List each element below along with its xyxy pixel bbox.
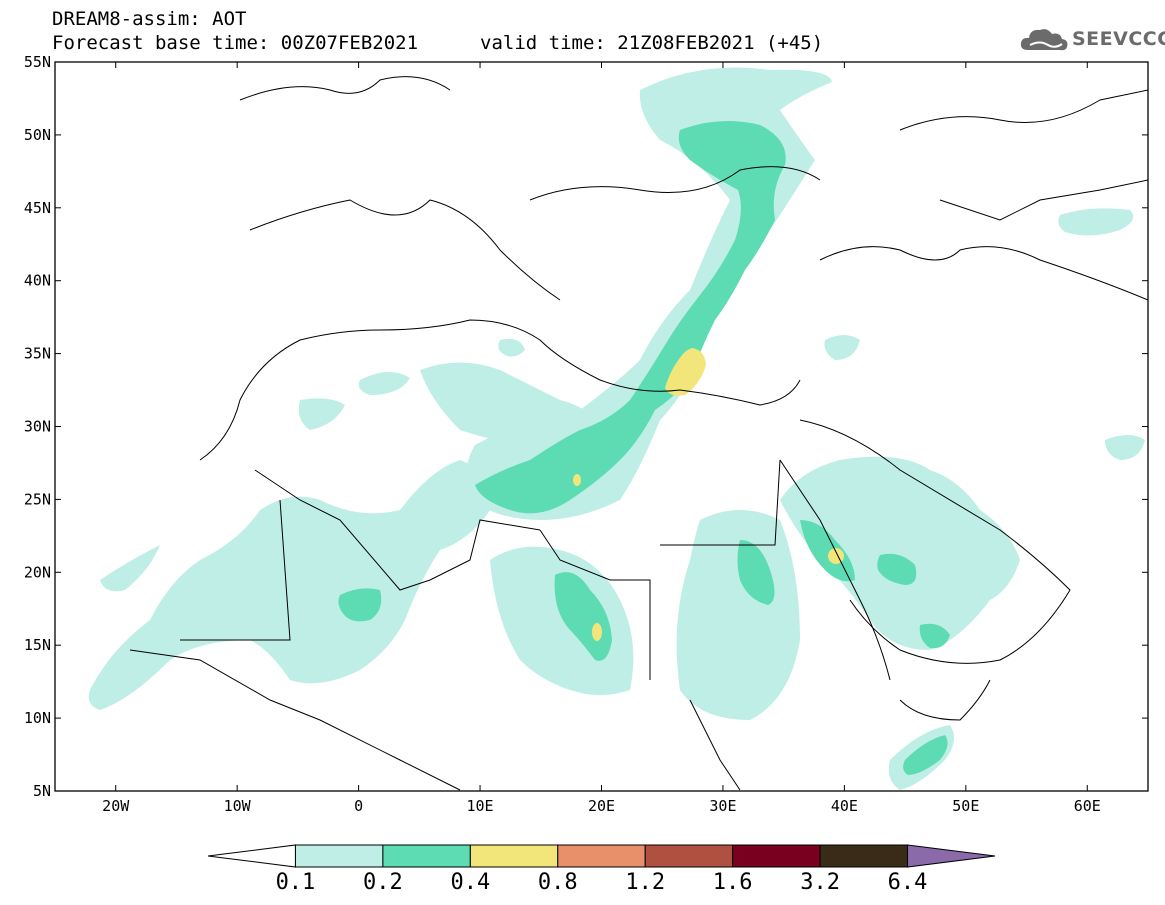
lat-label: 55N bbox=[24, 53, 51, 71]
colorbar-swatch bbox=[207, 844, 296, 868]
seevccc-logo: SEEVCCC bbox=[1018, 24, 1165, 58]
valid-time: valid time: 21Z08FEB2021 (+45) bbox=[480, 32, 824, 54]
lon-label: 0 bbox=[354, 797, 363, 815]
colorbar-label: 0.1 bbox=[276, 870, 316, 895]
colorbar-swatch bbox=[819, 844, 909, 868]
colorbar-label: 0.4 bbox=[450, 870, 490, 895]
lon-label: 10E bbox=[467, 797, 494, 815]
lon-label: 40E bbox=[831, 797, 858, 815]
colorbar-label: 1.6 bbox=[713, 870, 753, 895]
lon-label: 20E bbox=[588, 797, 615, 815]
lat-label: 25N bbox=[24, 490, 51, 508]
lon-label: 60E bbox=[1074, 797, 1101, 815]
lon-label: 10W bbox=[224, 797, 252, 815]
colorbar-swatch bbox=[469, 844, 559, 868]
aot-medium-areas bbox=[338, 121, 950, 775]
cloud-icon bbox=[1020, 29, 1068, 51]
colorbar-swatch bbox=[294, 844, 384, 868]
forecast-base-time: Forecast base time: 00Z07FEB2021 bbox=[52, 32, 419, 54]
lat-label: 15N bbox=[24, 636, 51, 654]
colorbar-swatch bbox=[732, 844, 821, 868]
logo-text: SEEVCCC bbox=[1072, 28, 1165, 50]
colorbar-label: 0.8 bbox=[538, 870, 578, 895]
lat-label: 10N bbox=[24, 709, 51, 727]
lon-label: 50E bbox=[952, 797, 979, 815]
map-axes: 55N 50N 45N 40N 35N 30N 25N 20N 15N 10N 5N 20W 10W 0 1… bbox=[24, 53, 1148, 815]
lon-label: 30E bbox=[709, 797, 736, 815]
colorbar: 0.1 0.2 0.4 0.8 1.2 1.6 3.2 6.4 bbox=[207, 844, 996, 895]
lat-label: 40N bbox=[24, 272, 51, 290]
colorbar-label: 3.2 bbox=[800, 870, 840, 895]
lat-label: 5N bbox=[33, 782, 51, 800]
lat-label: 20N bbox=[24, 563, 51, 581]
colorbar-swatch bbox=[382, 844, 471, 868]
colorbar-label: 6.4 bbox=[888, 870, 928, 895]
colorbar-label: 0.2 bbox=[363, 870, 403, 895]
lat-label: 50N bbox=[24, 126, 51, 144]
coastlines-borders bbox=[129, 76, 1148, 791]
map-title: DREAM8-assim: AOT bbox=[52, 8, 247, 30]
lon-label: 20W bbox=[102, 797, 130, 815]
lat-label: 45N bbox=[24, 199, 51, 217]
colorbar-swatch bbox=[644, 844, 734, 868]
colorbar-swatch bbox=[907, 844, 996, 868]
lat-label: 30N bbox=[24, 418, 51, 436]
lat-label: 35N bbox=[24, 345, 51, 363]
colorbar-label: 1.2 bbox=[625, 870, 665, 895]
colorbar-swatch bbox=[557, 844, 646, 868]
